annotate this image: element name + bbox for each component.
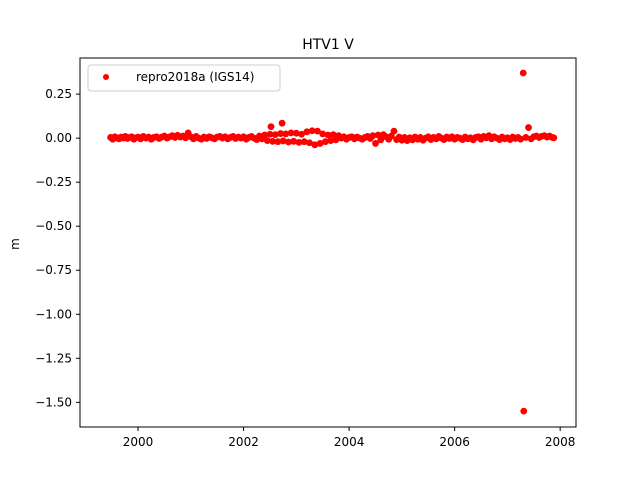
data-point [308, 127, 316, 135]
y-tick-label: −0.25 [35, 175, 72, 189]
legend: repro2018a (IGS14) [87, 64, 281, 92]
data-point [271, 131, 279, 139]
legend-frame [87, 64, 281, 92]
data-point [274, 138, 282, 146]
data-point [372, 140, 379, 147]
data-point [321, 138, 329, 146]
data-point [277, 130, 284, 137]
data-point [306, 139, 313, 147]
data-point [279, 137, 287, 145]
data-point [278, 119, 286, 127]
legend-marker-icon [103, 74, 109, 80]
data-point [285, 138, 292, 146]
data-point [324, 131, 332, 139]
y-tick-label: −1.25 [35, 351, 72, 365]
y-tick-label: −0.75 [35, 263, 72, 277]
y-axis-label: m [8, 238, 22, 250]
x-tick-label: 2004 [334, 435, 365, 449]
data-point [282, 130, 290, 138]
data-point [327, 137, 335, 145]
y-tick-label: −1.50 [35, 395, 72, 409]
data-point [292, 129, 300, 137]
y-tick-label: −0.50 [35, 219, 72, 233]
plot-frame [79, 57, 577, 428]
data-point [314, 127, 321, 135]
data-point [520, 407, 528, 415]
data-point [300, 138, 308, 146]
x-tick-label: 2000 [123, 435, 154, 449]
data-point [316, 140, 324, 147]
data-point [522, 134, 530, 141]
data-point [261, 131, 269, 139]
x-tick-label: 2002 [228, 435, 259, 449]
data-point [269, 137, 276, 145]
axis-ticks-layer: 2000 2002 2004 2006 2008 0.25 0.00 −0.25 −0.50 −0… [35, 87, 575, 449]
y-tick-label: −1.00 [35, 307, 72, 321]
y-tick-label: 0.00 [45, 131, 72, 145]
data-point [329, 131, 337, 139]
data-point [298, 130, 306, 138]
data-point [287, 129, 295, 137]
data-point [303, 128, 311, 136]
data-point [263, 137, 271, 145]
data-point [525, 124, 532, 131]
data-point [311, 141, 319, 149]
data-point [319, 130, 327, 138]
data-point [295, 138, 303, 146]
legend-entry-label: repro2018a (IGS14) [136, 70, 254, 84]
data-points-layer [107, 69, 558, 415]
x-tick-label: 2006 [439, 435, 470, 449]
data-point [390, 127, 398, 135]
data-point [369, 132, 377, 140]
x-tick-label: 2008 [545, 435, 576, 449]
data-point [519, 69, 527, 77]
data-point [266, 130, 274, 138]
data-point [550, 134, 558, 142]
y-tick-label: 0.25 [45, 87, 72, 101]
data-point [267, 123, 275, 131]
data-point [517, 135, 524, 143]
data-point [377, 136, 385, 144]
chart-title: HTV1 V [302, 37, 354, 53]
data-point [290, 137, 298, 145]
